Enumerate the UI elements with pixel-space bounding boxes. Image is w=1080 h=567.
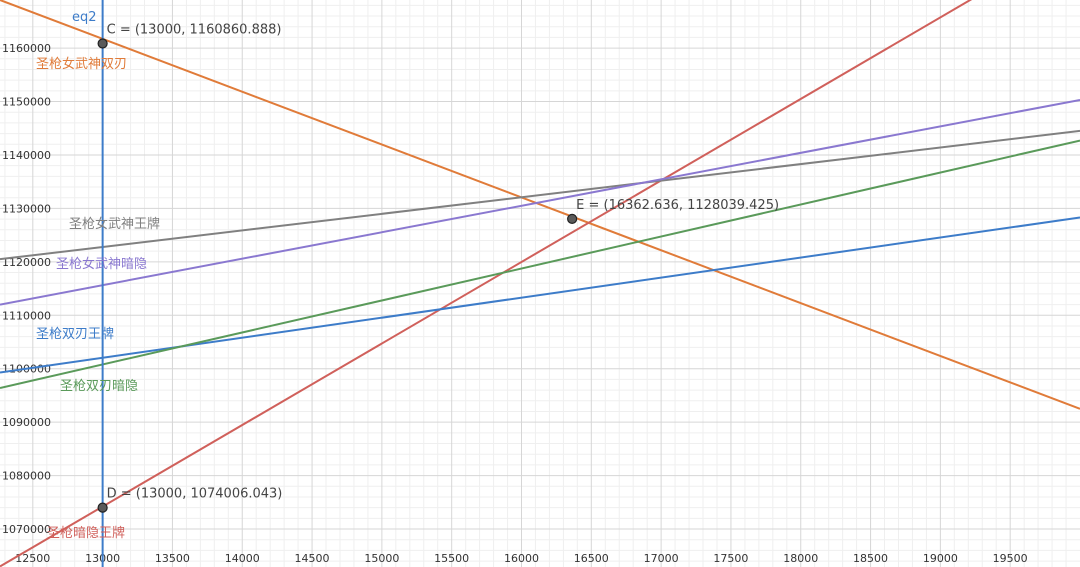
- y-tick-label: 1130000: [2, 202, 51, 215]
- y-tick-label: 1120000: [2, 256, 51, 269]
- series-label: 圣枪女武神王牌: [69, 216, 160, 232]
- series-line: [0, 129, 1080, 261]
- x-tick-label: 14000: [225, 552, 260, 565]
- series-line: [0, 98, 1080, 306]
- point-marker: [97, 502, 108, 513]
- x-tick-label: 16500: [574, 552, 609, 565]
- point-marker: [97, 38, 108, 49]
- x-tick-label: 12500: [15, 552, 50, 565]
- y-tick-label: 1150000: [2, 96, 51, 109]
- marked-points: C = (13000, 1160860.888) D = (13000, 1074…: [97, 22, 779, 513]
- y-tick-label: 1140000: [2, 149, 51, 162]
- series-label: 圣枪女武神双刃: [36, 56, 127, 72]
- series-line: [0, 139, 1080, 389]
- x-tick-label: 19500: [993, 552, 1028, 565]
- x-tick-label: 19000: [923, 552, 958, 565]
- vertical-line-group: eq2: [72, 0, 104, 567]
- point-label: E = (16362.636, 1128039.425): [576, 198, 779, 213]
- x-tick-label: 13500: [155, 552, 190, 565]
- point-label: C = (13000, 1160860.888): [107, 22, 282, 37]
- series-label: 圣枪双刃暗隐: [60, 378, 138, 394]
- x-tick-label: 18000: [783, 552, 818, 565]
- y-tick-label: 1110000: [2, 309, 51, 322]
- series-label: 圣枪女武神暗隐: [56, 256, 147, 272]
- x-tick-label: 15500: [434, 552, 469, 565]
- x-tick-label: 17000: [644, 552, 679, 565]
- axis-tick-labels: 1250013000135001400014500150001550016000…: [2, 42, 1028, 565]
- x-tick-label: 15000: [364, 552, 399, 565]
- point-marker: [567, 213, 578, 224]
- vertical-line-label: eq2: [72, 10, 97, 25]
- x-tick-label: 14500: [295, 552, 330, 565]
- series-label: 圣枪双刃王牌: [36, 326, 114, 342]
- series-line: [0, 0, 1080, 410]
- x-tick-label: 16000: [504, 552, 539, 565]
- y-tick-label: 1090000: [2, 416, 51, 429]
- y-tick-label: 1080000: [2, 470, 51, 483]
- x-tick-label: 17500: [713, 552, 748, 565]
- x-tick-label: 18500: [853, 552, 888, 565]
- y-tick-label: 1070000: [2, 523, 51, 536]
- point-label: D = (13000, 1074006.043): [107, 487, 283, 502]
- series-label: 圣枪暗隐王牌: [47, 525, 125, 541]
- y-tick-label: 1160000: [2, 42, 51, 55]
